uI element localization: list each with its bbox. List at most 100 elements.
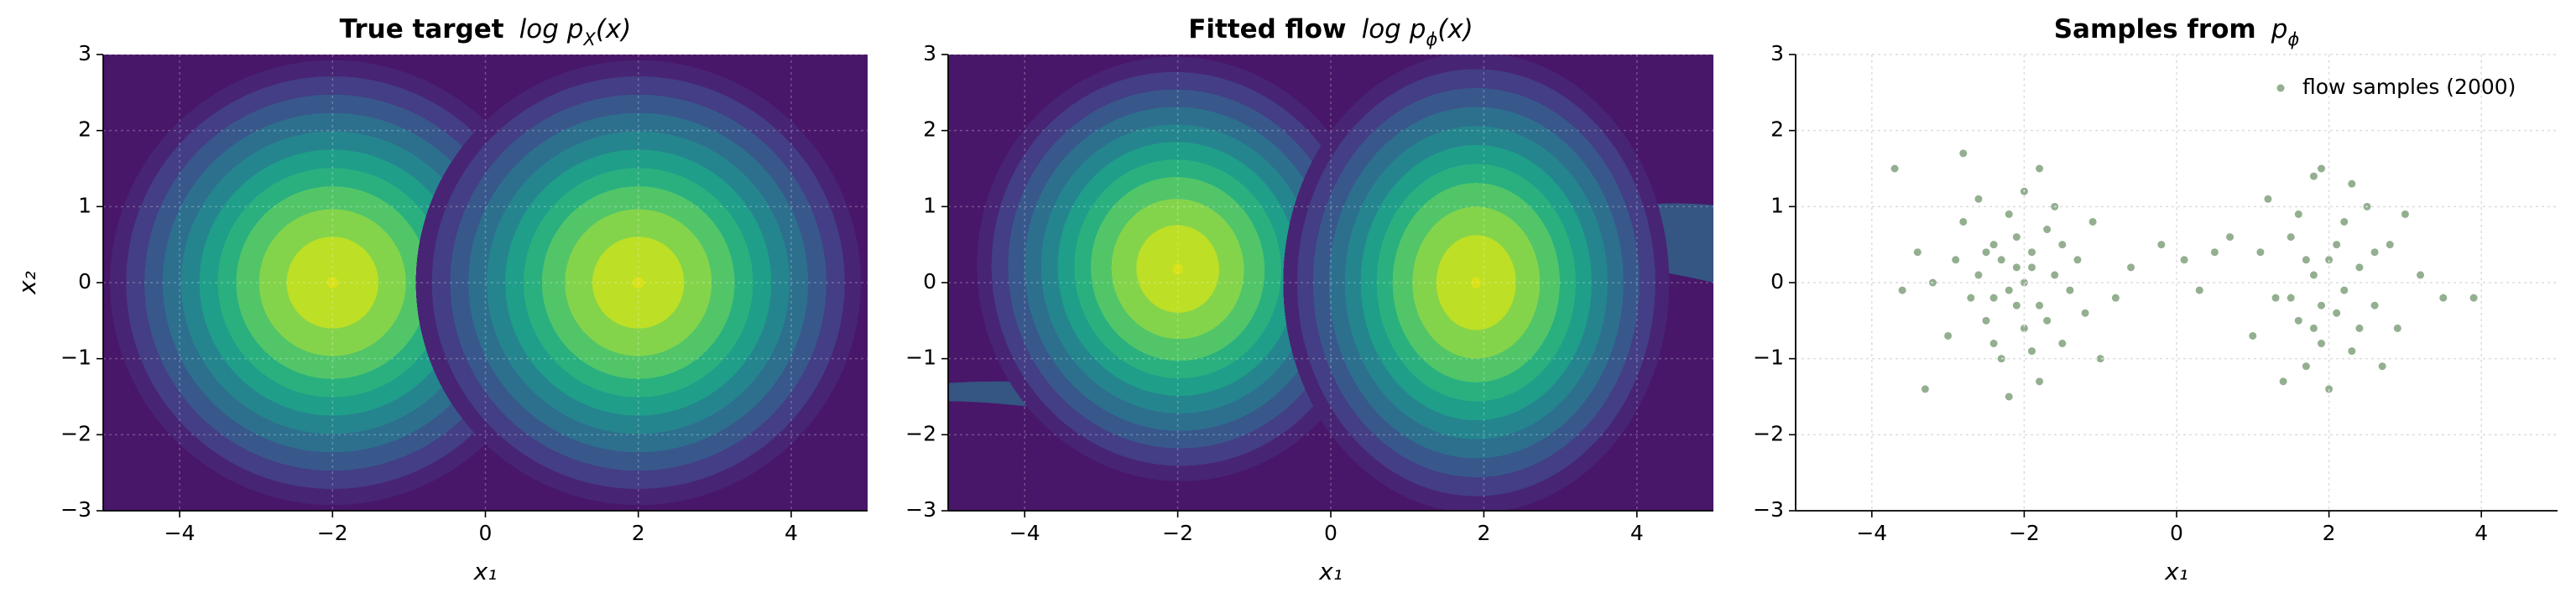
sample-point	[1913, 248, 1922, 257]
y-tick-label: −1	[60, 346, 91, 370]
sample-point	[1982, 316, 1990, 325]
sample-point	[2439, 294, 2448, 302]
sample-point	[1989, 294, 1998, 302]
sample-point	[2294, 210, 2302, 218]
sample-point	[2012, 263, 2021, 272]
legend-label: flow samples (2000)	[2302, 75, 2516, 99]
y-tick-label: −2	[60, 421, 91, 445]
sample-point	[2157, 241, 2166, 249]
plot-area	[103, 55, 868, 511]
sample-point	[2020, 278, 2028, 287]
title-math-sub: X	[582, 29, 596, 49]
sample-point	[2043, 226, 2052, 234]
sample-point	[2256, 248, 2265, 257]
sample-point	[2302, 256, 2310, 264]
sample-point	[2355, 263, 2364, 272]
sample-point	[2058, 340, 2067, 348]
y-tick-label: −3	[60, 497, 91, 522]
sample-point	[1921, 385, 1929, 393]
title-math: log p	[1362, 14, 1426, 44]
sample-point	[2294, 316, 2302, 325]
y-tick-label: 0	[78, 269, 91, 294]
x-axis-label: x₁	[2164, 558, 2188, 585]
sample-point	[2027, 263, 2036, 272]
y-tick-label: 0	[1770, 269, 1784, 294]
sample-point	[2318, 301, 2326, 309]
y-tick-label: −1	[905, 346, 936, 370]
y-tick-label: 1	[923, 193, 936, 217]
x-tick-label: 0	[479, 521, 493, 545]
sample-point	[2348, 347, 2356, 356]
sample-point	[2340, 286, 2349, 294]
sample-point	[2226, 233, 2234, 242]
sample-point	[1952, 256, 1960, 264]
sample-point	[2378, 362, 2386, 371]
sample-point	[2081, 309, 2089, 317]
sample-point	[2401, 210, 2409, 218]
x-tick-label: 2	[2323, 521, 2336, 545]
title-math-tail: (x)	[596, 14, 632, 44]
sample-point	[2036, 164, 2044, 173]
sample-point	[2309, 172, 2318, 180]
sample-point	[2309, 271, 2318, 279]
sample-point	[2386, 241, 2394, 249]
sample-point	[2333, 241, 2341, 249]
sample-point	[1989, 340, 1998, 348]
y-tick-label: 3	[1770, 41, 1784, 65]
x-tick-label: 2	[1477, 521, 1490, 545]
sample-point	[1944, 331, 1953, 340]
sample-point	[2271, 294, 2280, 302]
sample-point	[2340, 217, 2349, 226]
x-axis-label: x₁	[473, 558, 498, 585]
sample-point	[1974, 195, 1983, 203]
plot-area	[948, 55, 1713, 511]
sample-point	[2058, 241, 2067, 249]
y-tick-label: 2	[923, 117, 936, 142]
y-tick-label: −2	[1753, 421, 1784, 445]
sample-point	[2287, 233, 2295, 242]
y-tick-label: 1	[1770, 193, 1784, 217]
sample-point	[1890, 164, 1899, 173]
sample-point	[2005, 286, 2013, 294]
plot-area	[1890, 149, 2478, 401]
sample-point	[2195, 286, 2203, 294]
title-math-sub: ϕ	[1426, 29, 1437, 49]
sample-point	[2264, 195, 2272, 203]
sample-point	[1997, 256, 2005, 264]
sample-point	[2127, 263, 2135, 272]
sample-point	[2287, 294, 2295, 302]
sample-point	[2111, 294, 2120, 302]
x-tick-label: −4	[164, 521, 196, 545]
title-math-sub: ϕ	[2287, 29, 2299, 49]
sample-point	[1959, 149, 1968, 158]
x-tick-label: 0	[2170, 521, 2183, 545]
legend-marker	[2276, 84, 2285, 92]
sample-point	[2249, 331, 2257, 340]
x-tick-label: 2	[632, 521, 645, 545]
panel-title: Samples from pϕ	[2054, 14, 2300, 50]
sample-point	[2318, 164, 2326, 173]
title-math: p	[2271, 14, 2288, 44]
sample-point	[2073, 256, 2082, 264]
sample-point	[2370, 301, 2379, 309]
sample-point	[2096, 355, 2104, 363]
sample-point	[2333, 309, 2341, 317]
sample-point	[2012, 233, 2021, 242]
sample-point	[2325, 256, 2334, 264]
x-tick-label: 4	[2474, 521, 2488, 545]
sample-point	[2355, 324, 2364, 332]
sample-point	[2370, 248, 2379, 257]
sample-point	[2066, 286, 2074, 294]
sample-point	[2309, 324, 2318, 332]
sample-point	[1959, 217, 1968, 226]
x-tick-label: −2	[2009, 521, 2040, 545]
sample-point	[2027, 347, 2036, 356]
title-math-tail: (x)	[1437, 14, 1473, 44]
x-tick-label: 4	[785, 521, 798, 545]
sample-point	[2279, 377, 2287, 386]
y-tick-label: 1	[78, 193, 91, 217]
sample-point	[1989, 241, 1998, 249]
y-tick-label: 3	[78, 41, 91, 65]
sample-point	[1967, 294, 1975, 302]
